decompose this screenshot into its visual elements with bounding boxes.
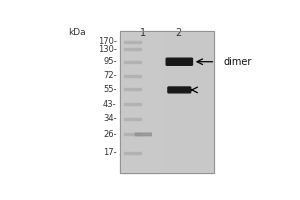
Text: 72-: 72- bbox=[103, 71, 117, 80]
Text: 170-: 170- bbox=[98, 37, 117, 46]
Bar bbox=[124, 103, 141, 105]
Bar bbox=[124, 133, 141, 135]
Bar bbox=[120, 31, 161, 173]
Text: 130-: 130- bbox=[98, 45, 117, 54]
Text: dimer: dimer bbox=[224, 57, 252, 67]
Bar bbox=[124, 118, 141, 120]
FancyBboxPatch shape bbox=[168, 87, 191, 93]
Bar bbox=[124, 48, 141, 50]
Bar bbox=[124, 152, 141, 154]
Bar bbox=[120, 31, 214, 173]
Text: 95-: 95- bbox=[103, 57, 117, 66]
Bar bbox=[124, 61, 141, 63]
Text: 55-: 55- bbox=[103, 85, 117, 94]
Text: 2: 2 bbox=[175, 28, 181, 38]
FancyBboxPatch shape bbox=[135, 133, 151, 136]
Bar bbox=[124, 88, 141, 90]
Text: 34-: 34- bbox=[103, 114, 117, 123]
Text: kDa: kDa bbox=[68, 28, 85, 37]
Bar bbox=[124, 41, 141, 43]
Bar bbox=[124, 75, 141, 77]
Text: 43-: 43- bbox=[103, 100, 117, 109]
Text: 26-: 26- bbox=[103, 130, 117, 139]
Text: 1: 1 bbox=[140, 28, 146, 38]
FancyBboxPatch shape bbox=[166, 58, 193, 65]
Text: 17-: 17- bbox=[103, 148, 117, 157]
Bar bbox=[120, 31, 214, 173]
